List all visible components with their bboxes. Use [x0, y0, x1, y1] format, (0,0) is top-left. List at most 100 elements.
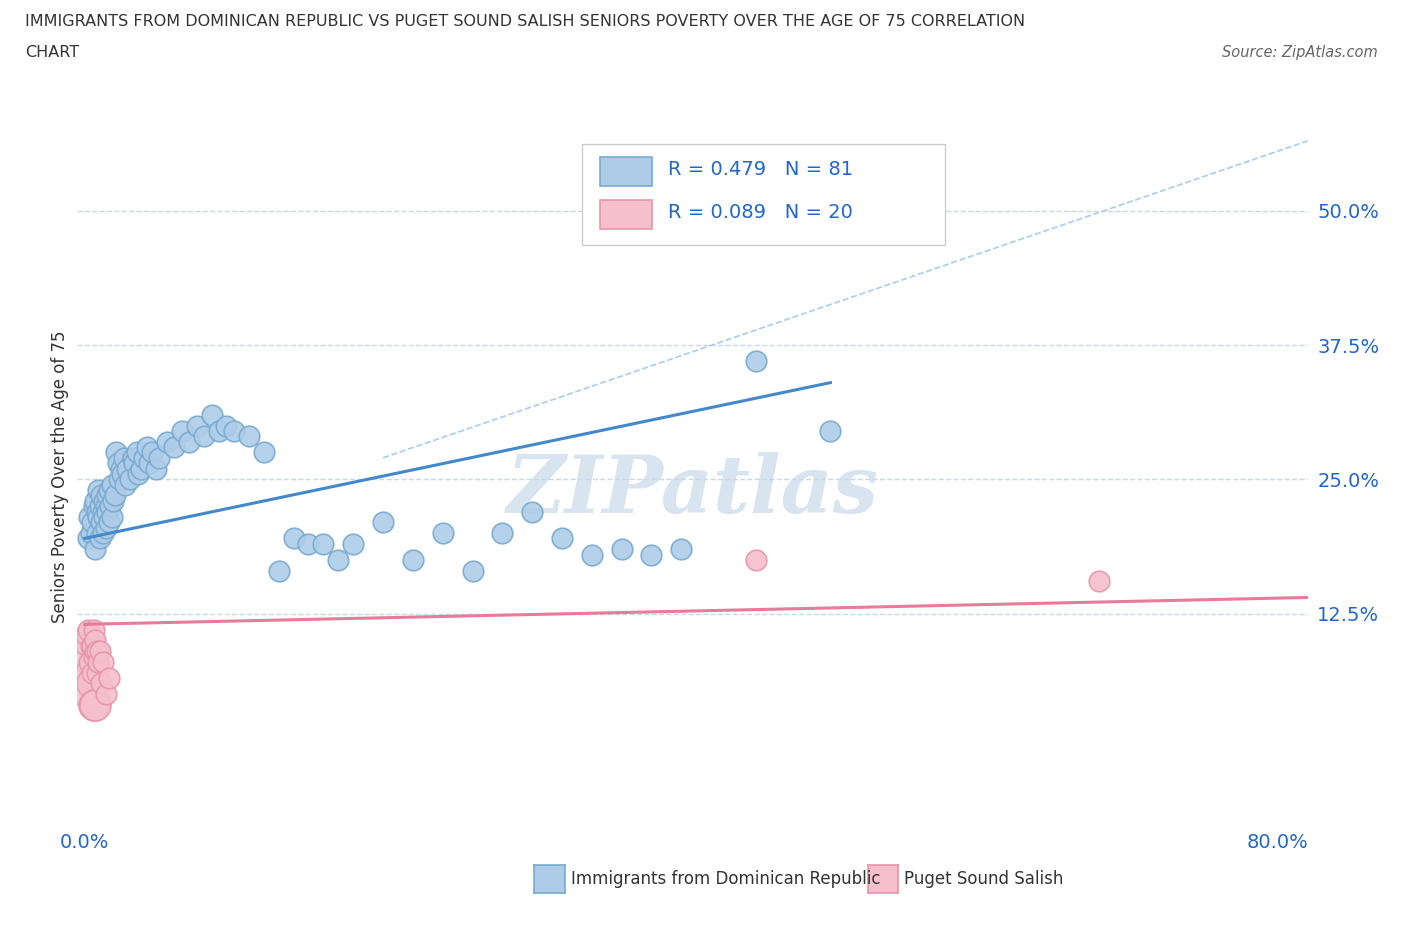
Point — [77, 510, 100, 525]
Point — [93, 510, 115, 525]
Point — [82, 676, 104, 691]
Point — [83, 698, 105, 712]
Text: R = 0.089   N = 20: R = 0.089 N = 20 — [668, 203, 852, 222]
Point — [640, 547, 662, 562]
Point — [101, 493, 124, 508]
Point — [127, 467, 149, 482]
Point — [186, 418, 208, 433]
Point — [83, 649, 105, 664]
Point — [193, 429, 215, 444]
Point — [86, 525, 108, 540]
Point — [87, 510, 110, 525]
Point — [122, 456, 145, 471]
Text: Puget Sound Salish: Puget Sound Salish — [904, 870, 1063, 888]
Point — [87, 483, 110, 498]
Point — [82, 665, 104, 680]
Point — [89, 531, 111, 546]
Point — [170, 423, 193, 438]
Text: CHART: CHART — [25, 45, 79, 60]
Point — [111, 467, 134, 482]
Point — [83, 622, 105, 637]
Point — [745, 552, 768, 567]
Text: R = 0.479   N = 81: R = 0.479 N = 81 — [668, 160, 853, 179]
Point — [96, 504, 118, 519]
Point — [77, 686, 100, 701]
Bar — [600, 156, 652, 186]
Text: Source: ZipAtlas.com: Source: ZipAtlas.com — [1222, 45, 1378, 60]
Point — [581, 547, 603, 562]
Point — [94, 498, 117, 513]
Point — [84, 493, 107, 508]
Point — [84, 541, 107, 556]
Point — [100, 510, 122, 525]
Point — [75, 649, 97, 664]
Point — [138, 456, 160, 471]
Point — [82, 638, 104, 653]
Point — [208, 423, 231, 438]
Point — [86, 504, 108, 519]
Point — [328, 552, 350, 567]
Point — [93, 493, 115, 508]
Point — [89, 498, 111, 513]
Point — [131, 461, 153, 476]
Point — [1088, 574, 1111, 589]
Point — [179, 434, 201, 449]
Point — [90, 488, 112, 503]
Point — [283, 531, 305, 546]
Point — [125, 445, 148, 460]
Point — [84, 644, 107, 658]
Point — [91, 504, 114, 519]
Point — [90, 676, 112, 691]
Point — [97, 483, 120, 498]
Point — [97, 671, 120, 685]
Point — [312, 537, 335, 551]
Point — [76, 531, 98, 546]
Point — [745, 353, 768, 368]
Point — [200, 407, 222, 422]
Point — [820, 423, 842, 438]
Point — [100, 477, 122, 492]
Point — [551, 531, 574, 546]
Point — [87, 655, 110, 670]
Point — [156, 434, 179, 449]
Point — [491, 525, 513, 540]
Point — [402, 552, 425, 567]
Point — [222, 423, 245, 438]
Point — [267, 564, 290, 578]
Point — [610, 541, 633, 556]
Point — [297, 537, 319, 551]
Point — [671, 541, 693, 556]
Point — [94, 520, 117, 535]
Point — [86, 665, 108, 680]
Point — [83, 498, 105, 513]
Y-axis label: Seniors Poverty Over the Age of 75: Seniors Poverty Over the Age of 75 — [51, 330, 69, 623]
Point — [461, 564, 484, 578]
Point — [134, 450, 156, 465]
Point — [80, 665, 103, 680]
Point — [115, 461, 138, 476]
Point — [80, 525, 103, 540]
Point — [84, 633, 107, 648]
Point — [114, 477, 136, 492]
Point — [97, 515, 120, 530]
Point — [98, 498, 121, 513]
Point — [86, 644, 108, 658]
Point — [90, 515, 112, 530]
Point — [145, 461, 167, 476]
Point — [96, 488, 118, 503]
Point — [136, 440, 159, 455]
Point — [76, 622, 98, 637]
Point — [253, 445, 276, 460]
Point — [107, 456, 129, 471]
Point — [84, 698, 107, 712]
Point — [91, 655, 114, 670]
Point — [77, 655, 100, 670]
Text: ZIPatlas: ZIPatlas — [506, 452, 879, 529]
Point — [520, 504, 543, 519]
Point — [121, 450, 143, 465]
Point — [80, 638, 103, 653]
Point — [371, 515, 394, 530]
Point — [163, 440, 186, 455]
Point — [104, 488, 127, 503]
Point — [110, 461, 132, 476]
